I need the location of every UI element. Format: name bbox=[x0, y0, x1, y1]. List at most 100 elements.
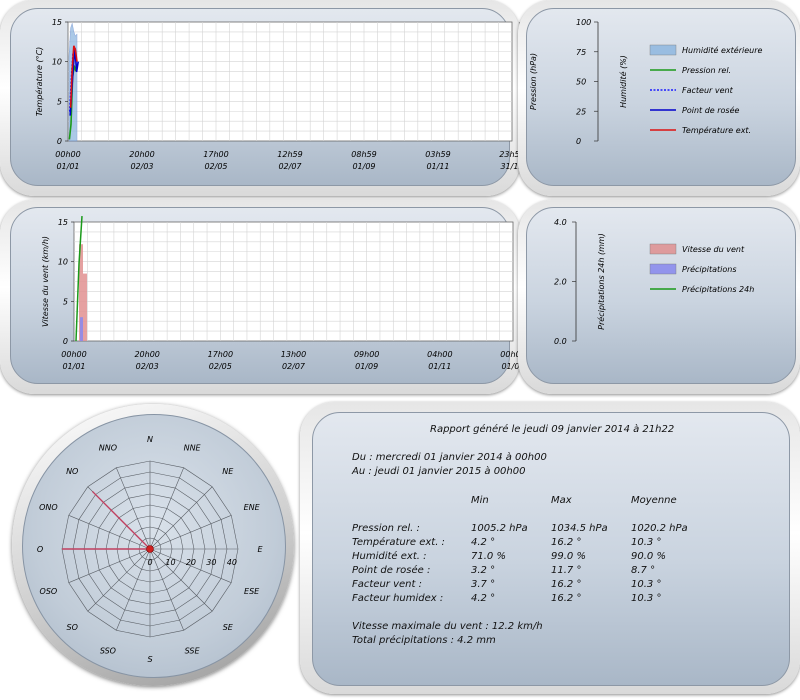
x-tick-time: 13h00 bbox=[281, 350, 306, 359]
y3-tick-label: 50 bbox=[576, 78, 586, 87]
report-cell-min: 4.2 ° bbox=[471, 593, 496, 604]
report-cell-label: Pression rel. : bbox=[352, 523, 420, 534]
y-axis-label: Vitesse du vent (km/h) bbox=[41, 236, 50, 327]
rose-direction-sse: SSE bbox=[185, 647, 201, 656]
x-tick-time: 00h00 bbox=[55, 150, 80, 159]
rose-direction-o: O bbox=[37, 545, 43, 554]
y3-tick-label: 25 bbox=[576, 107, 586, 116]
report-cell-max: 1034.5 hPa bbox=[551, 523, 608, 534]
y3-tick-label: 2.0 bbox=[554, 278, 567, 287]
report-cell-min: 3.2 ° bbox=[471, 565, 496, 576]
report-rain-total: Total précipitations : 4.2 mm bbox=[352, 635, 496, 646]
y3-tick-label: 0.0 bbox=[554, 337, 567, 346]
temperature-legend: 0 25 50 75 100 Humidité (%) Pression (hPa) Humi… bbox=[529, 18, 763, 146]
x-tick-time: 09h00 bbox=[354, 350, 379, 359]
wind-legend: 0.0 2.0 4.0 Précipitations 24h (mm) Précipit… bbox=[554, 218, 754, 346]
rose-radial-tick: 30 bbox=[206, 558, 216, 567]
legend-pression-rel--label: Pression rel. bbox=[682, 66, 731, 75]
y-tick-label: 5 bbox=[57, 97, 62, 106]
rose-spoke bbox=[149, 515, 232, 550]
wind-rose-dial bbox=[22, 414, 286, 678]
x-tick-date: 01/01 bbox=[56, 162, 79, 171]
x-tick-date: 02/05 bbox=[204, 162, 227, 171]
x-tick-time: 12h59 bbox=[277, 150, 302, 159]
y3-axis-label: Précipitations 24h (mm) bbox=[596, 233, 606, 330]
x-tick-date: 02/03 bbox=[136, 362, 159, 371]
y-tick-label: 10 bbox=[58, 258, 68, 267]
rose-direction-e: E bbox=[257, 545, 263, 554]
report-wind-max: Vitesse maximale du vent : 12.2 km/h bbox=[352, 621, 543, 632]
rose-direction-nne: NNE bbox=[184, 443, 202, 452]
rose-radial-tick: 10 bbox=[165, 558, 175, 567]
legend-pr-cipitations-label: Précipitations bbox=[682, 264, 737, 274]
rose-spoke bbox=[87, 548, 151, 612]
x-tick-time: 08h59 bbox=[351, 150, 376, 159]
rose-center bbox=[146, 545, 154, 553]
legend2-panel bbox=[526, 207, 796, 384]
y3-tick-label: 100 bbox=[576, 18, 591, 27]
rose-direction-sso: SSO bbox=[100, 647, 116, 656]
y-tick-label: 5 bbox=[63, 297, 68, 306]
report-header-min: Min bbox=[471, 495, 489, 506]
report-cell-label: Facteur humidex : bbox=[352, 593, 444, 604]
report-cell-max: 99.0 % bbox=[551, 551, 586, 562]
series-temp-rature-ext- bbox=[69, 45, 78, 108]
x-tick-date: 02/05 bbox=[209, 362, 232, 371]
y2-axis-label: Pression (hPa) bbox=[529, 53, 538, 110]
x-tick-date: 01/01 bbox=[501, 362, 520, 371]
report-cell-avg: 90.0 % bbox=[631, 551, 666, 562]
legend1-panel bbox=[526, 8, 796, 186]
bar-vitesse-du-vent bbox=[83, 273, 87, 341]
x-tick-time: 17h00 bbox=[208, 350, 233, 359]
x-tick-date: 01/09 bbox=[352, 162, 375, 171]
y-tick-label: 15 bbox=[58, 218, 68, 227]
legend-facteur-vent-label: Facteur vent bbox=[682, 86, 734, 95]
legend-pr-cipitations-swatch bbox=[649, 263, 677, 275]
rose-direction-oso: OSO bbox=[40, 587, 58, 596]
report-cell-max: 16.2 ° bbox=[551, 579, 582, 590]
x-tick-time: 04h00 bbox=[427, 350, 452, 359]
rose-direction-ene: ENE bbox=[244, 503, 261, 512]
report-header-avg: Moyenne bbox=[631, 495, 677, 506]
y-tick-label: 0 bbox=[63, 337, 68, 346]
y3-tick-label: 0 bbox=[576, 137, 581, 146]
report-panel bbox=[312, 412, 790, 686]
report-from: Du : mercredi 01 janvier 2014 à 00h00 bbox=[352, 452, 547, 463]
y3-tick-label: 4.0 bbox=[554, 218, 567, 227]
report-cell-avg: 10.3 ° bbox=[631, 593, 662, 604]
y-tick-label: 15 bbox=[52, 18, 62, 27]
rose-direction-ne: NE bbox=[222, 467, 234, 476]
x-tick-time: 23h59 bbox=[499, 150, 520, 159]
report-to: Au : jeudi 01 janvier 2015 à 00h00 bbox=[352, 466, 526, 477]
bar-precipitations bbox=[80, 317, 83, 341]
x-tick-date: 02/07 bbox=[282, 362, 306, 371]
legend-temp-rature-ext--label: Température ext. bbox=[682, 125, 751, 135]
report-cell-max: 16.2 ° bbox=[551, 593, 582, 604]
report-title: Rapport généré le jeudi 09 janvier 2014 … bbox=[430, 424, 675, 435]
rose-spoke bbox=[149, 548, 184, 631]
rose-radial-tick: 20 bbox=[186, 558, 196, 567]
report-cell-avg: 10.3 ° bbox=[631, 537, 662, 548]
rose-direction-se: SE bbox=[223, 623, 234, 632]
rose-spoke bbox=[149, 548, 213, 612]
legend-point-de-ros-e-label: Point de rosée bbox=[682, 105, 740, 115]
y-tick-label: 10 bbox=[52, 58, 62, 67]
report-header-max: Max bbox=[551, 495, 572, 506]
report-cell-label: Humidité ext. : bbox=[352, 551, 427, 562]
x-tick-time: 20h00 bbox=[129, 150, 154, 159]
report-cell-avg: 8.7 ° bbox=[631, 565, 656, 576]
x-tick-time: 00h00 bbox=[61, 350, 86, 359]
y-tick-label: 0 bbox=[57, 137, 62, 146]
x-tick-date: 31/12 bbox=[500, 162, 520, 171]
rose-spoke bbox=[149, 486, 213, 550]
x-tick-time: 03h59 bbox=[425, 150, 450, 159]
rose-direction-ono: ONO bbox=[39, 503, 58, 512]
report-cell-avg: 10.3 ° bbox=[631, 579, 662, 590]
x-tick-time: 00h00 bbox=[500, 350, 520, 359]
report-cell-min: 4.2 ° bbox=[471, 537, 496, 548]
report-cell-max: 16.2 ° bbox=[551, 537, 582, 548]
x-tick-date: 01/09 bbox=[355, 362, 378, 371]
rose-direction-s: S bbox=[147, 655, 152, 664]
rose-direction-nno: NNO bbox=[99, 443, 117, 452]
